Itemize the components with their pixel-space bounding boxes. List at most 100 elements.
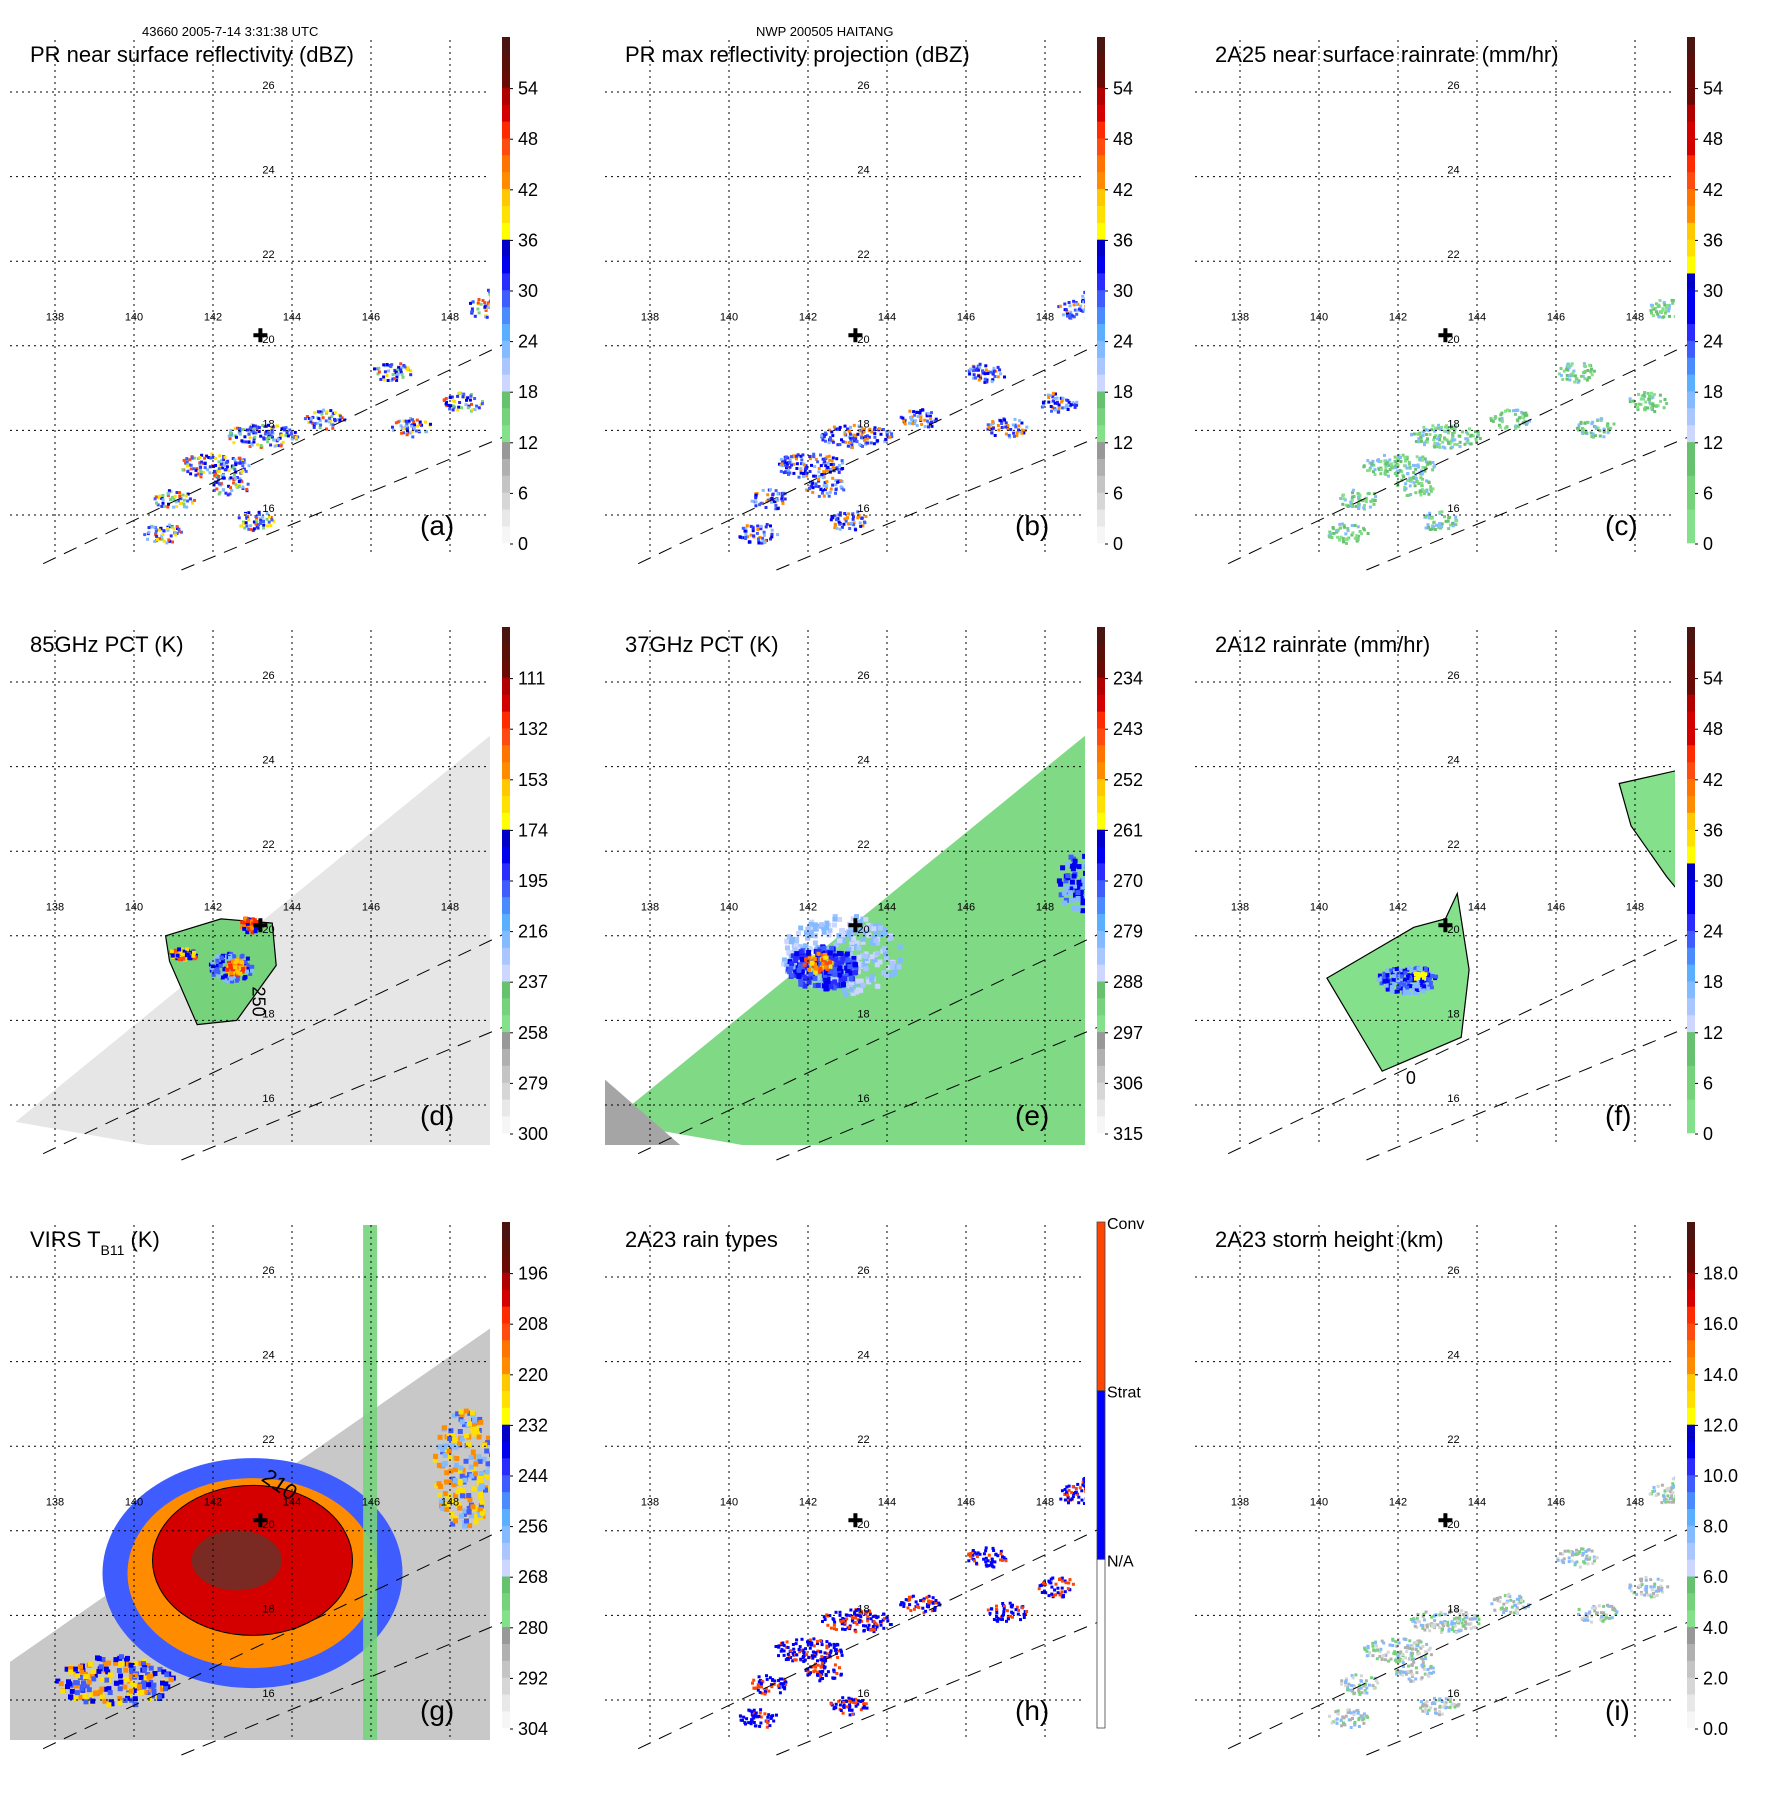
- colorbar-segment: [1097, 1116, 1105, 1133]
- lon-tick-label: 146: [1547, 311, 1565, 323]
- data-pixel: [253, 436, 256, 439]
- data-pixel: [765, 506, 768, 509]
- data-pixel: [492, 292, 495, 295]
- data-pixel: [1390, 985, 1394, 989]
- data-pixel: [1086, 306, 1089, 309]
- data-pixel: [222, 476, 225, 479]
- colorbar-segment: [1097, 71, 1105, 88]
- data-pixel: [474, 408, 477, 411]
- colorbar-segment: [1097, 526, 1105, 543]
- data-pixel: [142, 1667, 147, 1672]
- data-pixel: [1081, 900, 1086, 905]
- data-pixel: [866, 1619, 869, 1622]
- data-pixel: [157, 1694, 162, 1699]
- data-pixel: [912, 1595, 915, 1598]
- colorbar-tick-label: 244: [518, 1466, 548, 1486]
- data-pixel: [1409, 484, 1412, 487]
- data-pixel: [995, 1605, 998, 1608]
- colorbar-segment: [1687, 509, 1695, 526]
- title-subscript: B11: [101, 1242, 125, 1258]
- data-pixel: [1571, 362, 1574, 365]
- data-pixel: [1427, 481, 1430, 484]
- lon-tick-label: 142: [204, 1496, 222, 1508]
- data-pixel: [498, 876, 502, 880]
- data-pixel: [852, 971, 857, 976]
- data-pixel: [1587, 376, 1590, 379]
- data-pixel: [1065, 1485, 1068, 1488]
- data-pixel: [763, 534, 766, 537]
- data-pixel: [480, 303, 483, 306]
- data-pixel: [846, 958, 851, 963]
- data-pixel: [977, 374, 980, 377]
- data-pixel: [78, 1664, 83, 1669]
- data-pixel: [810, 1643, 813, 1646]
- data-pixel: [408, 420, 411, 423]
- data-pixel: [1653, 410, 1656, 413]
- data-pixel: [493, 865, 497, 869]
- data-pixel: [1390, 466, 1393, 469]
- data-pixel: [1433, 436, 1436, 439]
- data-pixel: [1088, 872, 1093, 877]
- data-pixel: [999, 1558, 1002, 1561]
- colorbar-tick-label: 111: [518, 669, 545, 689]
- data-pixel: [1367, 532, 1370, 535]
- data-pixel: [754, 1714, 757, 1717]
- lon-tick-label: 146: [957, 1496, 975, 1508]
- data-pixel: [149, 1666, 154, 1671]
- data-pixel: [985, 1546, 988, 1549]
- colorbar-tick-label: 268: [518, 1567, 548, 1587]
- data-pixel: [411, 418, 414, 421]
- data-pixel: [225, 461, 228, 464]
- data-pixel: [991, 1558, 994, 1561]
- data-pixel: [1005, 1620, 1008, 1623]
- data-pixel: [1431, 461, 1434, 464]
- data-pixel: [821, 438, 824, 441]
- data-pixel: [1634, 403, 1637, 406]
- data-pixel: [992, 1547, 995, 1550]
- data-pixel: [497, 863, 501, 867]
- data-pixel: [1094, 1494, 1097, 1497]
- data-pixel: [81, 1680, 86, 1685]
- data-pixel: [783, 1687, 786, 1690]
- data-pixel: [792, 1648, 795, 1651]
- data-pixel: [122, 1685, 127, 1690]
- data-pixel: [1002, 1610, 1005, 1613]
- data-pixel: [798, 982, 803, 987]
- data-pixel: [1504, 410, 1507, 413]
- data-pixel: [1373, 503, 1376, 506]
- data-pixel: [478, 1459, 483, 1464]
- data-pixel: [847, 1697, 850, 1700]
- data-pixel: [232, 955, 236, 959]
- colorbar-segment: [1687, 694, 1695, 711]
- data-pixel: [1025, 1610, 1028, 1613]
- data-pixel: [862, 1702, 865, 1705]
- data-pixel: [460, 1493, 465, 1498]
- data-pixel: [1466, 432, 1469, 435]
- data-pixel: [246, 957, 250, 961]
- data-pixel: [808, 487, 811, 490]
- data-pixel: [1441, 522, 1444, 525]
- data-pixel: [319, 424, 322, 427]
- data-pixel: [1466, 437, 1469, 440]
- colorbar-segment: [502, 1340, 510, 1357]
- data-pixel: [1416, 972, 1420, 976]
- data-pixel: [239, 462, 242, 465]
- data-pixel: [460, 1419, 465, 1424]
- data-pixel: [785, 1658, 788, 1661]
- data-pixel: [1575, 377, 1578, 380]
- data-pixel: [146, 1682, 151, 1687]
- colorbar-segment: [502, 998, 510, 1015]
- data-pixel: [814, 1651, 817, 1654]
- data-pixel: [968, 373, 971, 376]
- data-pixel: [87, 1687, 92, 1692]
- data-pixel: [991, 420, 994, 423]
- data-pixel: [1387, 475, 1390, 478]
- data-pixel: [1342, 540, 1345, 543]
- data-pixel: [1085, 317, 1088, 320]
- data-pixel: [985, 1563, 988, 1566]
- data-pixel: [1431, 424, 1434, 427]
- colorbar-segment: [1687, 678, 1695, 695]
- data-pixel: [833, 426, 836, 429]
- data-pixel: [401, 373, 404, 376]
